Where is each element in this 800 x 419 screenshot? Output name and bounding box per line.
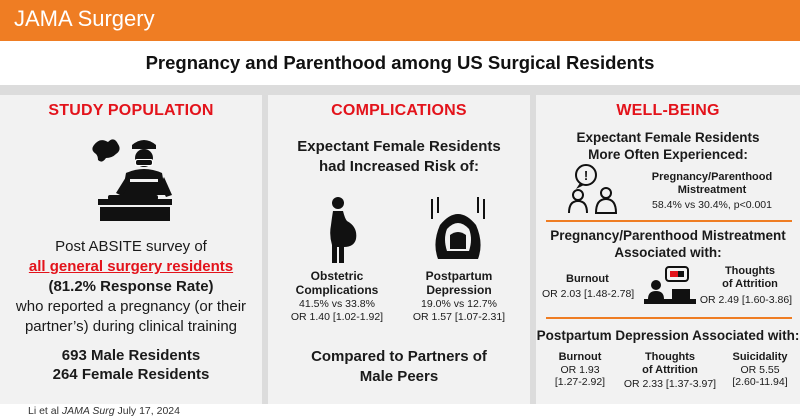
pp-suicidality-or-1: OR 5.55 bbox=[740, 364, 780, 376]
obstetric-or: OR 1.40 [1.02-1.92] bbox=[290, 311, 384, 323]
attrition-label-2: of Attrition bbox=[722, 278, 778, 290]
postpartum-or: OR 1.57 [1.07-2.31] bbox=[412, 311, 506, 323]
female-residents-count: 264 Female Residents bbox=[52, 366, 210, 383]
pp-burnout-label: Burnout bbox=[558, 351, 602, 363]
pp-attrition-or: OR 2.33 [1.37-3.97] bbox=[623, 378, 717, 390]
survey-line-1: Post ABSITE survey of bbox=[55, 238, 207, 255]
pregnant-woman-icon bbox=[330, 197, 357, 263]
citation-date: July 17, 2024 bbox=[117, 405, 180, 417]
attrition-or: OR 2.49 [1.60-3.86] bbox=[699, 294, 793, 306]
survey-line-5: partner’s) during clinical training bbox=[24, 318, 238, 335]
compare-line-1: Compared to Partners of bbox=[311, 348, 487, 365]
complications-intro-1: Expectant Female Residents bbox=[297, 138, 501, 155]
wellbeing-divider bbox=[546, 317, 792, 319]
title-divider bbox=[0, 85, 800, 95]
complications-intro-2: had Increased Risk of: bbox=[318, 158, 480, 175]
survey-line-2: all general surgery residents bbox=[28, 258, 234, 275]
compare-line-2: Male Peers bbox=[359, 368, 439, 385]
journal-header-bar: JAMA Surgery bbox=[0, 0, 800, 41]
postpartum-pct: 19.0% vs 12.7% bbox=[421, 298, 497, 310]
postpartum-label-2: Depression bbox=[426, 283, 492, 297]
attrition-label-1: Thoughts bbox=[724, 265, 776, 277]
depressed-person-icon bbox=[431, 197, 485, 259]
mistreatment-conversation-icon: ! bbox=[568, 164, 618, 214]
pp-attrition-label-2: of Attrition bbox=[642, 364, 698, 376]
wellbeing-heading: WELL-BEING bbox=[616, 102, 720, 119]
pp-suicidality-label: Suicidality bbox=[732, 351, 788, 363]
obstetric-label-2: Complications bbox=[295, 283, 379, 297]
pp-suicidality-or-2: [2.60-11.94] bbox=[732, 376, 788, 388]
wellbeing-intro-1: Expectant Female Residents bbox=[576, 130, 760, 145]
postpartum-assoc-title: Postpartum Depression Associated with: bbox=[536, 328, 800, 343]
panel-gap bbox=[530, 95, 536, 404]
mistreatment-stat: 58.4% vs 30.4%, p<0.001 bbox=[652, 199, 772, 211]
svg-text:!: ! bbox=[584, 168, 588, 183]
surgeon-operating-icon bbox=[92, 139, 172, 221]
study-population-heading: STUDY POPULATION bbox=[48, 102, 214, 119]
burnout-label: Burnout bbox=[566, 273, 609, 285]
citation-authors: Li et al bbox=[28, 405, 59, 417]
pp-attrition-label-1: Thoughts bbox=[644, 351, 696, 363]
complications-heading: COMPLICATIONS bbox=[331, 102, 467, 119]
panel-gap bbox=[262, 95, 268, 404]
wellbeing-intro-2: More Often Experienced: bbox=[588, 147, 748, 162]
complications-panel: COMPLICATIONS Expectant Female Residents… bbox=[268, 95, 530, 404]
study-population-panel: STUDY POPULATION Post ABSITE survey of a… bbox=[0, 95, 262, 404]
wellbeing-divider bbox=[546, 220, 792, 222]
citation-journal: JAMA Surg bbox=[61, 405, 115, 417]
obstetric-pct: 41.5% vs 33.8% bbox=[299, 298, 375, 310]
page-title: Pregnancy and Parenthood among US Surgic… bbox=[145, 52, 655, 73]
survey-line-4: who reported a pregnancy (or their bbox=[15, 298, 247, 315]
association-title-2: Associated with: bbox=[614, 245, 722, 260]
male-residents-count: 693 Male Residents bbox=[61, 347, 201, 364]
citation: Li et al JAMA Surg July 17, 2024 bbox=[28, 405, 180, 417]
mistreatment-label-2: Mistreatment bbox=[677, 184, 747, 196]
journal-name: JAMA Surgery bbox=[14, 6, 155, 31]
postpartum-label-1: Postpartum bbox=[425, 269, 493, 283]
response-rate: (81.2% Response Rate) bbox=[48, 278, 214, 295]
association-title-1: Pregnancy/Parenthood Mistreatment bbox=[550, 228, 786, 243]
obstetric-label-1: Obstetric bbox=[310, 269, 364, 283]
wellbeing-panel: WELL-BEING Expectant Female Residents Mo… bbox=[536, 95, 800, 404]
burnout-or: OR 2.03 [1.48-2.78] bbox=[542, 288, 635, 300]
pp-burnout-or-2: [1.27-2.92] bbox=[554, 376, 606, 388]
burnout-desk-icon bbox=[644, 266, 696, 304]
pp-burnout-or-1: OR 1.93 bbox=[560, 364, 600, 376]
mistreatment-label-1: Pregnancy/Parenthood bbox=[651, 171, 773, 183]
